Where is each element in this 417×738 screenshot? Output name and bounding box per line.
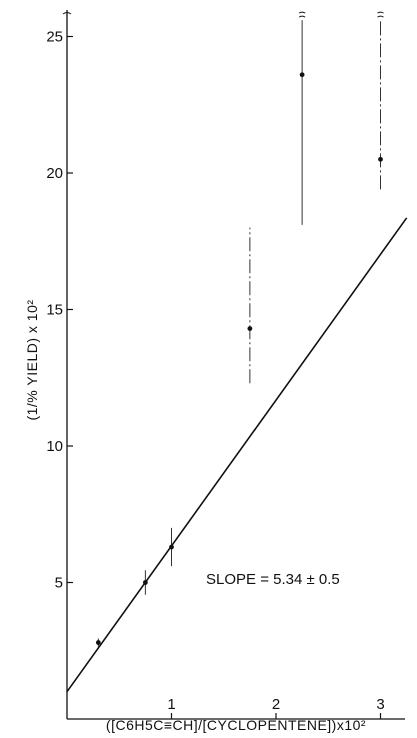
y-tick-label: 25: [46, 29, 63, 46]
ticks: 5 10 15 20 25 1 2 3: [46, 29, 385, 719]
off-scale-mark: [298, 11, 306, 18]
x-tick-label: 2: [272, 696, 280, 713]
y-tick-label: 20: [46, 165, 63, 182]
data-point: [142, 580, 148, 585]
y-axis-break-mark: [62, 12, 72, 15]
fit-line-group: [66, 217, 408, 693]
y-tick-label: 15: [46, 302, 63, 319]
data-points: [95, 11, 384, 647]
data-point: [247, 326, 253, 332]
data-point: [95, 640, 101, 645]
x-tick-label: 3: [376, 696, 384, 713]
x-tick-label: 1: [167, 696, 175, 713]
axes: [62, 10, 405, 720]
slope-annotation: SLOPE = 5.34 ± 0.5: [206, 571, 340, 588]
y-tick-label: 10: [46, 438, 63, 455]
y-axis-title: (1/% YIELD) x 10²: [24, 299, 40, 420]
x-axis-title: ([C6H5C≡CH]/[CYCLOPENTENE])x10²: [106, 717, 366, 733]
off-scale-mark: [377, 11, 384, 18]
y-tick-label: 5: [55, 575, 63, 592]
data-point: [299, 72, 305, 78]
data-point: [169, 544, 174, 550]
fit-line: [66, 217, 408, 693]
data-point: [378, 156, 383, 162]
